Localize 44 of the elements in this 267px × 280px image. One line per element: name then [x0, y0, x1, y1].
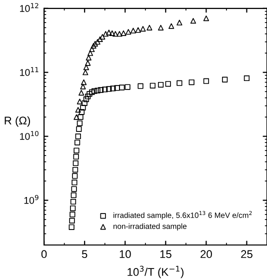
point — [168, 23, 174, 29]
y-tick-label: 10$^{11}$ — [20, 67, 38, 76]
point — [94, 39, 100, 45]
point — [190, 18, 196, 24]
point — [116, 31, 122, 37]
y-tick-label: 10$^{12}$ — [20, 3, 38, 12]
point — [176, 20, 182, 26]
point — [106, 30, 112, 36]
point — [89, 46, 95, 52]
point — [92, 40, 98, 47]
point — [109, 30, 115, 36]
x-tick-label: 0 — [41, 250, 47, 258]
y-axis-title: R (Ω) — [4, 116, 30, 127]
point — [83, 64, 90, 70]
point — [90, 42, 96, 49]
point — [140, 26, 146, 32]
point — [87, 50, 94, 56]
point — [135, 27, 141, 33]
point — [130, 28, 136, 34]
point — [203, 15, 210, 22]
x-axis-title: 10$^{3}$/T (K$^{−1}$) — [128, 266, 184, 278]
point — [102, 31, 108, 37]
x-tick-label: 10 — [120, 250, 131, 258]
x-tick-label: 20 — [200, 250, 212, 258]
y-tick-label: 10$^{10}$ — [20, 131, 38, 140]
point — [85, 60, 91, 66]
point — [112, 31, 118, 37]
y-tick-label: 10$^{9}$ — [24, 194, 38, 204]
x-tick-label: 5 — [82, 250, 88, 258]
x-tick-label: 25 — [241, 250, 252, 258]
point — [158, 24, 164, 30]
point — [75, 106, 81, 113]
x-tick-label: 15 — [160, 250, 172, 258]
point — [80, 84, 86, 90]
point — [100, 34, 106, 40]
point — [86, 54, 92, 60]
point — [146, 24, 152, 30]
point — [126, 29, 132, 35]
point — [80, 79, 87, 86]
point — [97, 36, 103, 42]
point — [82, 70, 88, 76]
point — [78, 90, 84, 96]
point — [120, 30, 126, 36]
point — [74, 114, 80, 120]
